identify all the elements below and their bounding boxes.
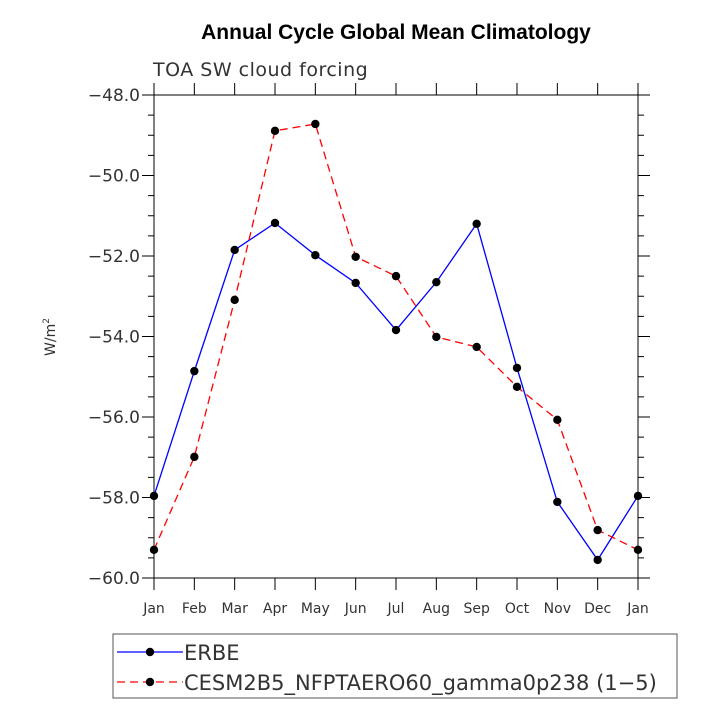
data-point	[472, 342, 481, 352]
data-point	[311, 119, 320, 129]
x-tick-label: May	[301, 601, 330, 617]
data-point	[149, 491, 159, 501]
y-tick-label: −56.0	[88, 408, 140, 428]
data-point	[351, 252, 360, 262]
data-point	[472, 219, 481, 228]
x-tick-label: Jan	[626, 601, 649, 617]
data-point	[512, 382, 522, 392]
data-point	[593, 525, 602, 535]
data-point	[351, 278, 360, 288]
y-tick-label: −52.0	[88, 247, 140, 267]
data-point	[512, 363, 522, 373]
x-tick-label: Dec	[584, 601, 611, 617]
legend-label: ERBE	[184, 641, 240, 665]
y-tick-label: −54.0	[88, 328, 140, 348]
x-tick-label: Apr	[263, 601, 287, 617]
legend-marker	[145, 647, 155, 657]
x-tick-label: Oct	[505, 601, 530, 617]
x-tick-label: Aug	[423, 601, 450, 617]
data-point	[230, 245, 239, 255]
data-point	[391, 271, 401, 281]
y-tick-label: −60.0	[88, 569, 140, 589]
legend-label: CESM2B5_NFPTAERO60_gamma0p238 (1−5)	[184, 671, 657, 696]
x-tick-label: Jun	[344, 601, 367, 617]
x-tick-label: Jan	[142, 601, 165, 617]
legend-marker	[145, 677, 155, 687]
data-point	[553, 415, 562, 425]
chart-subtitle: TOA SW cloud forcing	[152, 59, 368, 81]
chart-title: Annual Cycle Global Mean Climatology	[201, 21, 591, 44]
y-tick-label: −48.0	[88, 86, 140, 106]
data-point	[432, 332, 441, 342]
x-tick-label: Nov	[544, 601, 571, 617]
x-tick-label: Mar	[221, 601, 248, 617]
series-group	[149, 119, 643, 565]
y-axis-label: W/m2	[42, 318, 59, 356]
data-point	[593, 555, 602, 565]
data-point	[633, 491, 643, 501]
data-point	[270, 126, 280, 136]
data-point	[230, 295, 239, 305]
data-point	[190, 452, 199, 462]
x-tick-label: Feb	[182, 601, 207, 617]
y-tick-label: −58.0	[88, 489, 140, 509]
data-point	[190, 366, 199, 376]
data-point	[432, 277, 441, 287]
data-point	[391, 325, 401, 335]
series-line	[153, 123, 639, 551]
data-point	[553, 497, 562, 507]
y-tick-label: −50.0	[88, 167, 140, 187]
legend: ERBE CESM2B5_NFPTAERO60_gamma0p238 (1−5)	[117, 641, 657, 696]
data-point	[311, 250, 320, 260]
x-tick-label: Jul	[387, 601, 405, 617]
plot-frame	[153, 94, 639, 579]
data-point	[149, 545, 159, 555]
data-point	[270, 218, 280, 228]
data-point	[633, 545, 643, 555]
x-tick-label: Sep	[463, 601, 490, 617]
legend-box	[112, 633, 678, 699]
